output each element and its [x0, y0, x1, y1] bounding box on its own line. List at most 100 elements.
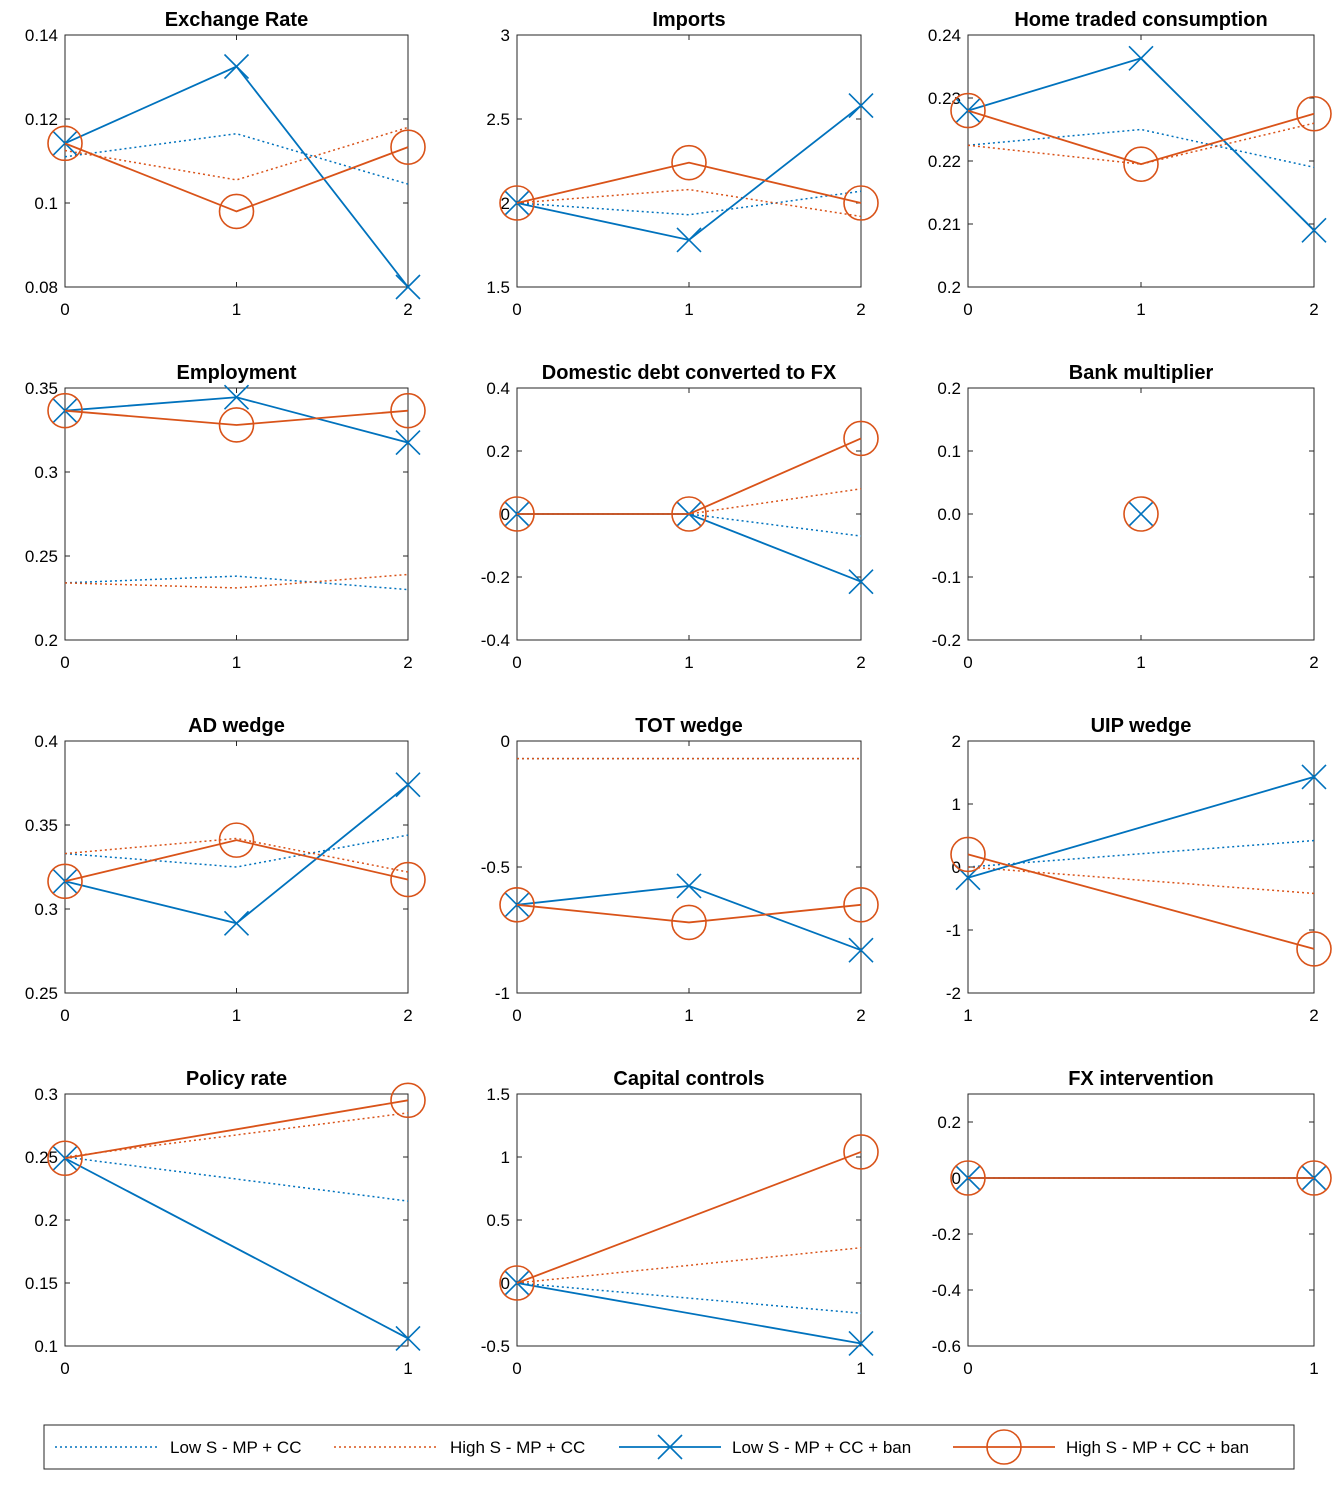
legend-item: High S - MP + CC + ban [953, 1429, 1249, 1465]
x-tick-label: 2 [856, 300, 865, 319]
data-point-marker [1123, 146, 1159, 182]
legend-item: Low S - MP + CC + ban [619, 1434, 911, 1460]
subplot-title: Capital controls [613, 1068, 764, 1090]
y-tick-label: 0.4 [486, 379, 510, 398]
data-point-marker [47, 125, 83, 162]
data-point-marker [843, 420, 879, 457]
series-high-s-mp-cc-ban [499, 420, 879, 532]
series-low-s-mp-cc [967, 128, 1315, 169]
data-point-marker [218, 193, 255, 230]
x-tick-label: 1 [684, 300, 693, 319]
data-point-marker [1123, 496, 1159, 532]
y-tick-label: -0.5 [481, 858, 510, 877]
series-high-s-mp-cc-ban [950, 1160, 1332, 1196]
subplot-title: FX intervention [1068, 1068, 1214, 1090]
y-tick-label: 2 [952, 732, 961, 751]
x-tick-label: 1 [856, 1359, 865, 1378]
y-tick-label: 0 [952, 1169, 961, 1188]
data-point-marker [218, 822, 255, 858]
y-tick-label: 0.2 [486, 442, 510, 461]
series-line [64, 142, 409, 213]
axes-box [516, 34, 862, 288]
data-point-marker-b [676, 873, 702, 899]
y-tick-label: 3 [501, 26, 510, 45]
series-line [64, 573, 409, 589]
x-tick-label: 2 [403, 653, 412, 672]
data-point-marker [950, 836, 986, 873]
data-point-marker [390, 392, 426, 429]
series-line [967, 853, 1315, 950]
series-high-s-mp-cc-ban [950, 92, 1332, 182]
y-tick-label: 0.25 [25, 1148, 58, 1167]
y-tick-label: 0.5 [486, 1211, 510, 1230]
y-tick-label: 0.2 [937, 379, 961, 398]
x-tick-label: 0 [512, 1006, 521, 1025]
series-line [967, 776, 1315, 879]
subplot-exchange-rate: Exchange Rate 0.08 0.1 0.12 0.14 0 1 2 [25, 9, 426, 319]
x-tick-label: 0 [60, 300, 69, 319]
x-tick-label: 1 [684, 653, 693, 672]
series-high-s-mp-cc-ban [47, 1082, 426, 1177]
legend-label: High S - MP + CC + ban [1066, 1438, 1249, 1457]
legend-label: Low S - MP + CC + ban [732, 1438, 911, 1457]
y-tick-label: -1 [946, 921, 961, 940]
y-tick-label: 0.08 [25, 278, 58, 297]
series-high-s-mp-cc-ban [47, 125, 426, 230]
legend-marker-b [657, 1434, 683, 1460]
legend: Low S - MP + CC High S - MP + CC Low S - M… [43, 1424, 1295, 1470]
subplot-imports: Imports 1.5 2 2.5 3 0 1 2 [486, 9, 879, 319]
subplot-title: TOT wedge [635, 715, 742, 737]
x-tick-label: 0 [60, 1006, 69, 1025]
data-point-marker-b [676, 227, 702, 253]
y-tick-label: 2.5 [486, 110, 510, 129]
series-low-s-mp-cc-ban [504, 92, 874, 253]
series-line [516, 161, 862, 204]
y-tick-label: 1 [501, 1148, 510, 1167]
legend-label: Low S - MP + CC [170, 1438, 301, 1457]
data-point-marker [47, 863, 83, 900]
subplot-ad-wedge: AD wedge 0.25 0.3 0.35 0.4 0 1 2 [25, 715, 426, 1025]
data-point-marker-b [395, 1325, 421, 1352]
subplot-policy-rate: Policy rate 0.1 0.15 0.2 0.25 0.3 0 1 [25, 1068, 426, 1378]
series-line [64, 575, 409, 591]
y-tick-label: 0.4 [34, 732, 58, 751]
data-point-marker [1296, 931, 1332, 967]
data-point-marker [499, 1265, 535, 1301]
data-point-marker-b [395, 430, 421, 456]
y-tick-label: 0.24 [928, 26, 961, 45]
axes-box [64, 387, 409, 641]
data-point-marker [47, 1140, 83, 1177]
x-tick-label: 2 [856, 1006, 865, 1025]
series-high-s-mp-cc-ban [1123, 496, 1159, 532]
y-tick-label: 0.25 [25, 547, 58, 566]
data-point-marker-b [223, 910, 250, 936]
axes-box [64, 1093, 409, 1347]
x-tick-label: 0 [512, 653, 521, 672]
x-tick-label: 2 [403, 300, 412, 319]
series-high-s-mp-cc-ban [499, 1134, 879, 1301]
series-line [967, 128, 1315, 169]
data-point-marker [1296, 1160, 1332, 1196]
y-tick-label: 0.15 [25, 1274, 58, 1293]
data-point-marker-b [1128, 45, 1154, 71]
y-tick-label: 0.21 [928, 215, 961, 234]
y-tick-label: 0.35 [25, 816, 58, 835]
data-point-marker-b [395, 772, 421, 798]
y-tick-label: 0 [501, 732, 510, 751]
x-tick-label: 1 [1136, 653, 1145, 672]
y-tick-label: -0.1 [932, 568, 961, 587]
data-point-marker [390, 861, 426, 898]
subplot-title: UIP wedge [1091, 715, 1192, 737]
y-tick-label: 0.1 [34, 194, 58, 213]
x-tick-label: 0 [60, 1359, 69, 1378]
series-line [64, 839, 409, 883]
legend-box [43, 1424, 1295, 1470]
data-point-marker [390, 129, 426, 165]
y-tick-label: 0.25 [25, 984, 58, 1003]
data-point-marker [499, 185, 535, 221]
data-point-marker [950, 1160, 986, 1196]
subplot-title: AD wedge [188, 715, 285, 737]
y-tick-label: 0.35 [25, 379, 58, 398]
data-point-marker [671, 144, 707, 181]
